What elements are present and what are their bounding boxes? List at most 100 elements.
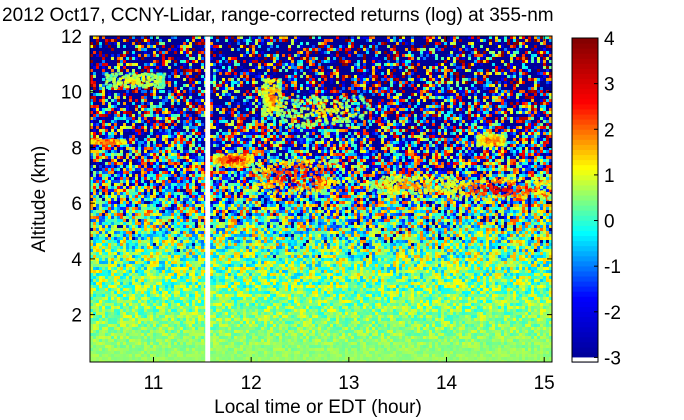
- field-cell: [153, 105, 156, 108]
- field-cell: [390, 87, 393, 90]
- field-cell: [396, 81, 399, 84]
- field-cell: [522, 48, 525, 51]
- field-cell: [330, 102, 333, 105]
- field-cell: [156, 114, 159, 117]
- field-cell: [483, 111, 486, 114]
- field-cell: [324, 36, 327, 39]
- field-cell: [480, 81, 483, 84]
- field-cell: [261, 75, 264, 78]
- field-cell: [495, 99, 498, 102]
- field-cell: [216, 42, 219, 45]
- field-cell: [402, 45, 405, 48]
- field-cell: [471, 36, 474, 39]
- field-cell: [333, 102, 336, 105]
- field-cell: [543, 87, 546, 90]
- field-cell: [507, 39, 510, 42]
- field-cell: [294, 84, 297, 87]
- field-cell: [264, 69, 267, 72]
- field-cell: [453, 114, 456, 117]
- field-cell: [93, 123, 96, 126]
- field-cell: [246, 39, 249, 42]
- field-cell: [477, 75, 480, 78]
- field-cell: [393, 111, 396, 114]
- field-cell: [513, 108, 516, 111]
- field-cell: [438, 75, 441, 78]
- field-cell: [498, 123, 501, 126]
- field-cell: [453, 54, 456, 57]
- field-cell: [240, 96, 243, 99]
- field-cell: [216, 69, 219, 72]
- field-cell: [327, 60, 330, 63]
- field-cell: [495, 114, 498, 117]
- field-cell: [285, 54, 288, 57]
- field-cell: [342, 45, 345, 48]
- field-cell: [258, 51, 261, 54]
- field-cell: [339, 57, 342, 60]
- field-cell: [384, 81, 387, 84]
- field-cell: [441, 123, 444, 126]
- field-cell: [231, 60, 234, 63]
- field-cell: [198, 39, 201, 42]
- field-cell: [468, 105, 471, 108]
- field-cell: [324, 123, 327, 126]
- field-cell: [324, 90, 327, 93]
- field-cell: [465, 72, 468, 75]
- field-cell: [255, 48, 258, 51]
- field-cell: [357, 39, 360, 42]
- field-cell: [198, 117, 201, 120]
- field-cell: [243, 99, 246, 102]
- field-cell: [366, 120, 369, 123]
- field-cell: [429, 129, 432, 132]
- field-cell: [372, 36, 375, 39]
- field-cell: [243, 63, 246, 66]
- field-cell: [93, 51, 96, 54]
- field-cell: [405, 54, 408, 57]
- field-cell: [342, 102, 345, 105]
- field-cell: [276, 75, 279, 78]
- field-cell: [378, 69, 381, 72]
- field-cell: [474, 72, 477, 75]
- field-cell: [381, 108, 384, 111]
- field-cell: [225, 81, 228, 84]
- field-cell: [504, 48, 507, 51]
- field-cell: [510, 123, 513, 126]
- field-cell: [369, 84, 372, 87]
- field-cell: [339, 42, 342, 45]
- field-cell: [384, 96, 387, 99]
- field-cell: [165, 75, 168, 78]
- field-cell: [96, 108, 99, 111]
- field-cell: [291, 93, 294, 96]
- field-cell: [483, 63, 486, 66]
- field-cell: [114, 117, 117, 120]
- field-cell: [291, 123, 294, 126]
- field-cell: [177, 96, 180, 99]
- field-cell: [303, 90, 306, 93]
- field-cell: [255, 108, 258, 111]
- field-cell: [525, 51, 528, 54]
- field-cell: [474, 93, 477, 96]
- field-cell: [279, 72, 282, 75]
- field-cell: [210, 39, 213, 42]
- field-cell: [447, 60, 450, 63]
- field-cell: [429, 93, 432, 96]
- field-cell: [411, 90, 414, 93]
- field-cell: [402, 117, 405, 120]
- field-cell: [390, 42, 393, 45]
- field-cell: [465, 48, 468, 51]
- field-cell: [468, 102, 471, 105]
- field-cell: [516, 51, 519, 54]
- field-cell: [453, 87, 456, 90]
- field-cell: [432, 96, 435, 99]
- field-cell: [540, 72, 543, 75]
- field-cell: [444, 84, 447, 87]
- field-cell: [375, 72, 378, 75]
- field-cell: [450, 126, 453, 129]
- field-cell: [117, 123, 120, 126]
- field-cell: [153, 117, 156, 120]
- field-cell: [471, 66, 474, 69]
- field-cell: [528, 90, 531, 93]
- field-cell: [141, 51, 144, 54]
- field-cell: [249, 42, 252, 45]
- field-cell: [435, 84, 438, 87]
- field-cell: [90, 81, 93, 84]
